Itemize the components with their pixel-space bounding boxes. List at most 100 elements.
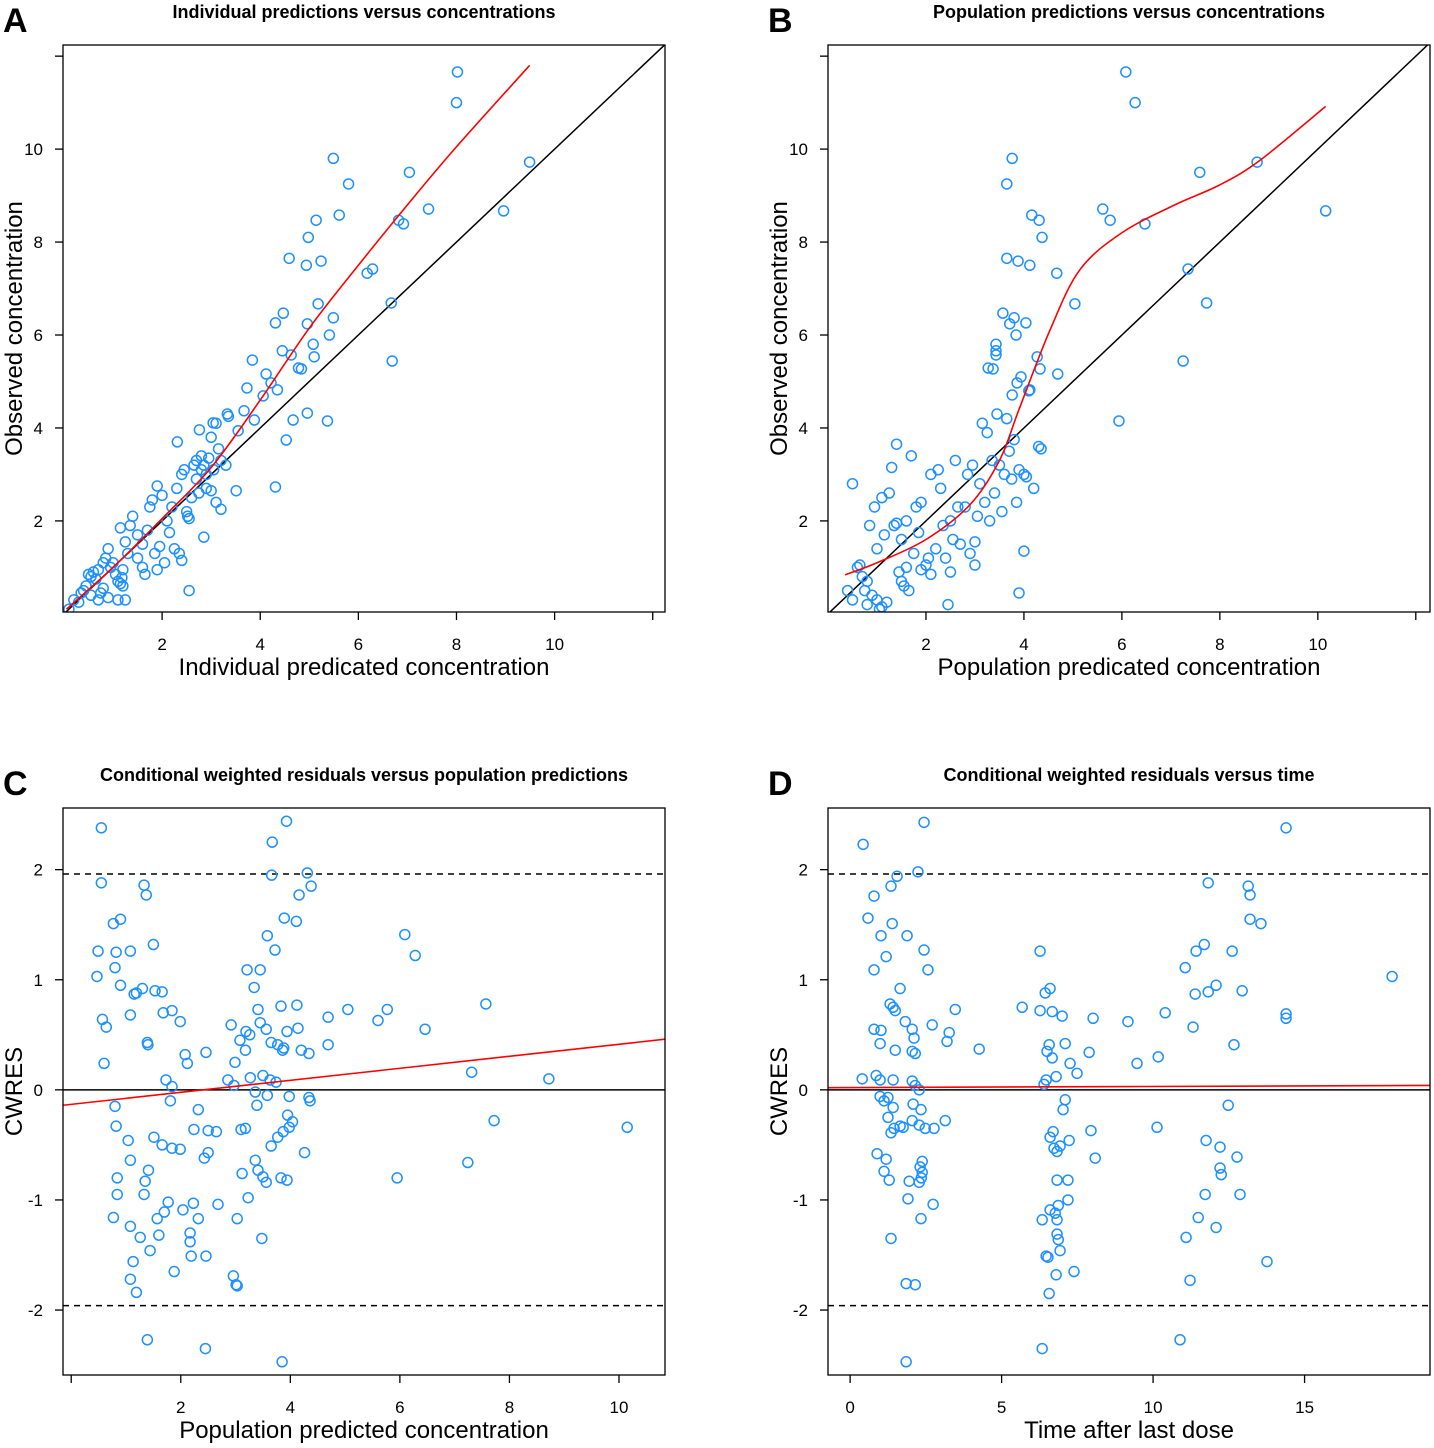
- data-point: [988, 487, 1001, 499]
- data-point: [202, 452, 215, 464]
- data-point: [295, 363, 308, 375]
- data-point: [109, 961, 121, 974]
- data-point: [1051, 368, 1064, 380]
- data-point: [271, 384, 284, 396]
- data-point: [1122, 1015, 1134, 1028]
- panel-label: C: [3, 765, 28, 803]
- data-point: [916, 1155, 928, 1168]
- data-point: [1097, 203, 1109, 215]
- data-point: [122, 1134, 134, 1147]
- data-point: [215, 503, 227, 516]
- data-point: [900, 1356, 912, 1368]
- data-point: [974, 477, 986, 490]
- data-point: [1244, 889, 1256, 901]
- data-point: [1043, 1038, 1055, 1051]
- data-point: [122, 547, 134, 560]
- data-point: [163, 526, 176, 539]
- data-point: [915, 1172, 928, 1184]
- data-point: [1034, 1004, 1046, 1017]
- data-point: [1034, 945, 1046, 957]
- x-tick-label: 2: [157, 635, 166, 654]
- data-point: [1139, 218, 1151, 230]
- data-point: [136, 538, 149, 550]
- data-point: [1194, 166, 1206, 179]
- data-point: [281, 1025, 293, 1038]
- data-point: [174, 1143, 186, 1156]
- data-point: [240, 1025, 252, 1038]
- data-point: [244, 1071, 257, 1084]
- data-point: [230, 1278, 242, 1291]
- data-point: [144, 1244, 156, 1257]
- data-point: [882, 1111, 894, 1124]
- data-point: [114, 979, 127, 992]
- data-point: [212, 1198, 224, 1211]
- data-point: [1057, 1103, 1069, 1116]
- data-point: [1120, 66, 1132, 78]
- data-point: [913, 1119, 925, 1131]
- identity-line: [828, 45, 1429, 612]
- data-point: [887, 1101, 899, 1114]
- plot-area: [828, 45, 1429, 612]
- data-point: [290, 915, 303, 928]
- data-point: [1036, 231, 1048, 244]
- data-point: [301, 318, 314, 330]
- data-point: [220, 459, 232, 471]
- y-tick-label: -2: [28, 1301, 43, 1320]
- x-tick-label: 4: [286, 1398, 295, 1417]
- data-point: [918, 816, 930, 829]
- data-point: [323, 329, 336, 341]
- data-point: [107, 917, 120, 930]
- data-point: [110, 946, 122, 958]
- data-point: [1210, 1221, 1222, 1234]
- data-point: [1280, 822, 1292, 834]
- data-point: [372, 1014, 384, 1027]
- data-point: [1200, 297, 1213, 309]
- smooth-line: [65, 64, 531, 610]
- data-point: [265, 377, 277, 389]
- data-point: [1026, 209, 1038, 221]
- data-point: [912, 526, 925, 539]
- y-tick-label: 0: [34, 1081, 43, 1100]
- data-point: [97, 582, 109, 595]
- data-point: [256, 1232, 268, 1245]
- data-point: [210, 417, 222, 430]
- data-point: [908, 1032, 920, 1044]
- data-point: [322, 1011, 334, 1023]
- data-point: [277, 307, 290, 319]
- data-point: [846, 594, 859, 606]
- x-axis-label: Individual predicated concentration: [179, 654, 550, 681]
- data-point: [874, 1037, 886, 1050]
- data-point: [1024, 384, 1036, 396]
- data-point: [236, 1167, 248, 1180]
- data-point: [164, 1095, 177, 1107]
- data-point: [907, 547, 920, 560]
- data-point: [890, 517, 903, 529]
- data-point: [310, 214, 322, 226]
- data-point: [952, 501, 964, 513]
- data-point: [158, 1206, 171, 1218]
- data-point: [322, 1038, 334, 1051]
- data-point: [1386, 970, 1398, 983]
- data-point: [971, 510, 984, 523]
- data-point: [409, 949, 421, 962]
- data-point: [85, 589, 97, 602]
- data-point: [932, 464, 944, 476]
- data-point: [248, 414, 261, 426]
- data-point: [1012, 255, 1024, 267]
- data-point: [1236, 985, 1248, 997]
- data-point: [252, 1003, 264, 1016]
- data-point: [192, 1212, 205, 1225]
- data-point: [1068, 1265, 1080, 1278]
- data-point: [171, 436, 184, 448]
- data-point: [875, 1024, 887, 1037]
- data-point: [1242, 880, 1254, 892]
- data-point: [63, 603, 75, 612]
- data-point: [1069, 298, 1081, 310]
- x-tick-label: 10: [1308, 635, 1327, 654]
- data-point: [248, 981, 260, 994]
- data-point: [450, 96, 463, 109]
- data-point: [185, 1250, 197, 1262]
- data-point: [1051, 1228, 1063, 1240]
- data-point: [1187, 1021, 1199, 1033]
- data-point: [275, 1172, 287, 1184]
